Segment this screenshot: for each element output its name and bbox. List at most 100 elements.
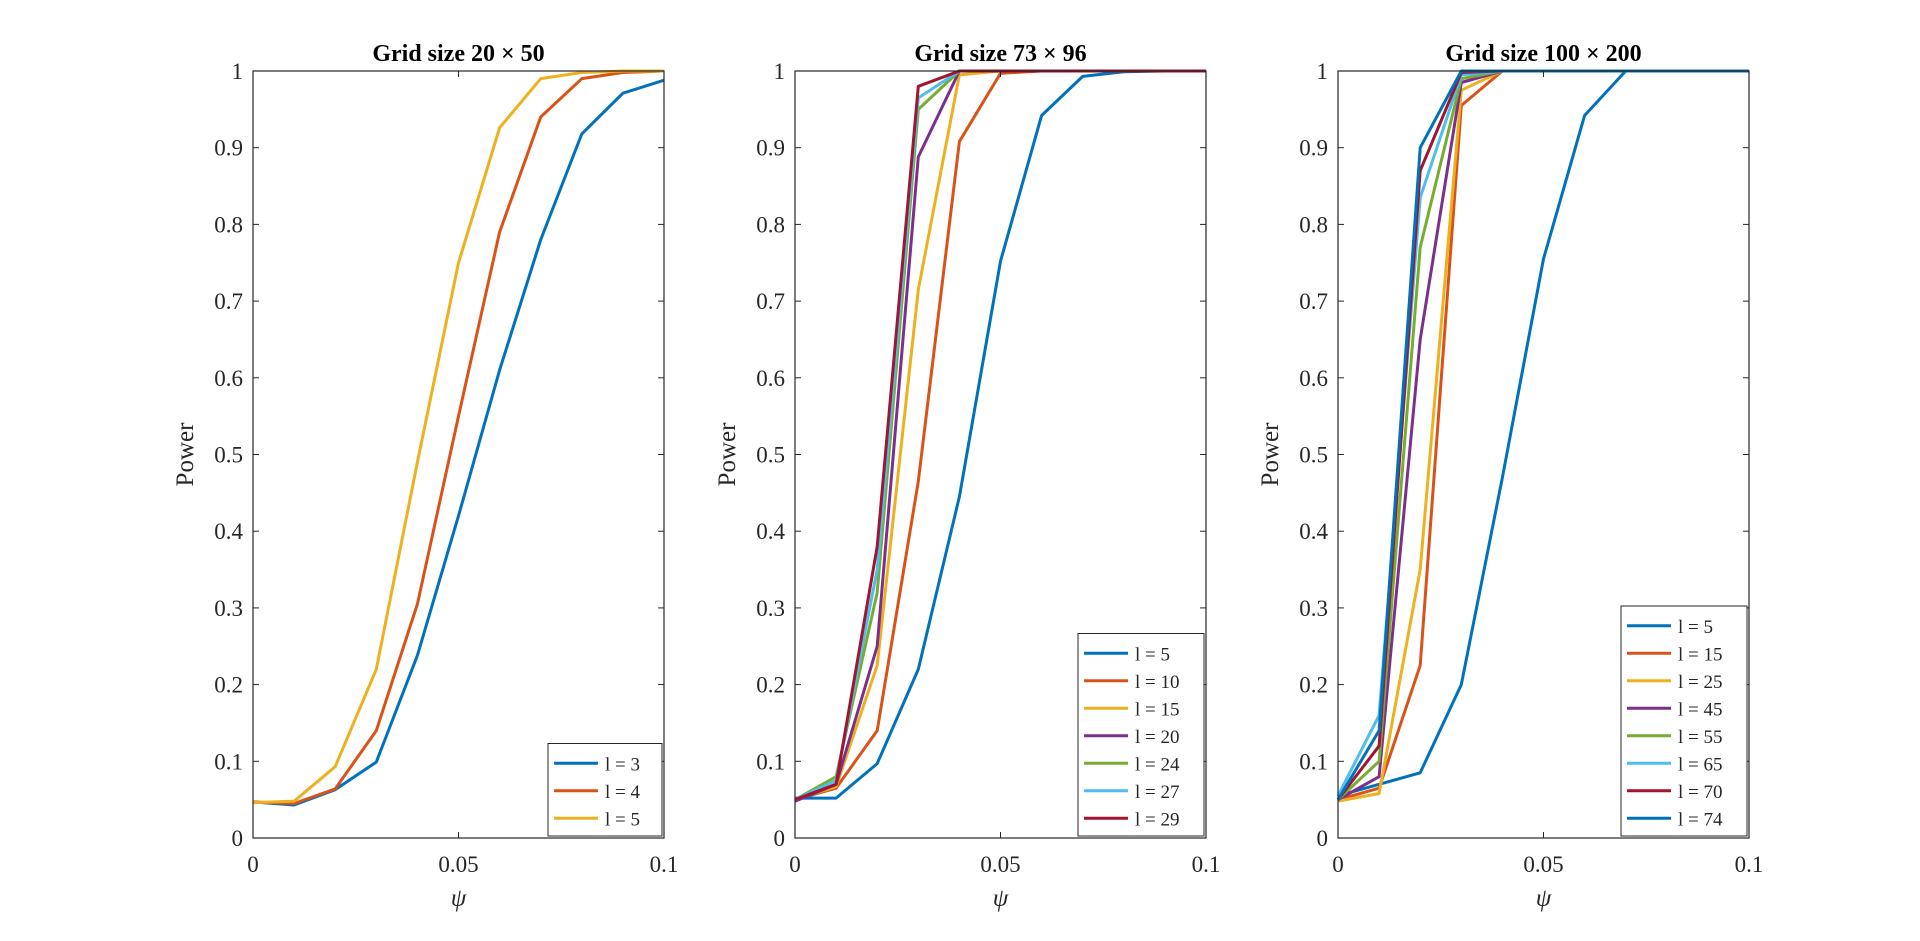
x-ticks: 0 0.05 0.1 (247, 71, 678, 877)
series-line-3 (252, 69, 664, 805)
y-tick-label: 0.1 (214, 749, 243, 774)
y-axis-label: Power (1257, 422, 1284, 487)
legend-item: l = 4 (554, 782, 640, 803)
y-tick-label: 0.5 (214, 443, 243, 468)
legend-item: l = 15 (1627, 644, 1723, 665)
x-tick-label: 0 (789, 852, 801, 877)
y-tick-label: 0.9 (756, 136, 785, 161)
y-tick-label: 0 (1317, 826, 1329, 851)
legend-label: l = 3 (605, 754, 640, 775)
chart-title: Grid size 100 × 200 (1445, 41, 1641, 67)
chart-title: Grid size 73 × 96 (914, 41, 1086, 67)
legend-item: l = 20 (1084, 727, 1180, 748)
y-tick-label: 0.9 (214, 136, 243, 161)
y-tick-label: 0 (774, 826, 786, 851)
y-axis-label: Power (172, 422, 199, 487)
y-tick-label: 0.4 (1299, 519, 1328, 544)
x-tick-label: 0.05 (980, 852, 1020, 877)
y-axis-label: Power (714, 422, 741, 487)
legend-label: l = 27 (1135, 782, 1180, 803)
legend-label: l = 5 (605, 809, 640, 830)
y-tick-label: 1 (1317, 59, 1329, 84)
x-axis-label: ψ (1536, 885, 1552, 912)
legend-box (1620, 605, 1748, 837)
legend-label: l = 4 (605, 782, 640, 803)
y-tick-label: 0.6 (756, 366, 785, 391)
x-tick-label: 0 (1332, 852, 1344, 877)
x-tick-label: 0.1 (1192, 852, 1221, 877)
y-tick-label: 0.6 (1299, 366, 1328, 391)
legend: l = 5 l = 15 l = 25 l = 45 l = 55 l = 65 l = 7… (1620, 605, 1748, 837)
legend-item: l = 5 (1627, 617, 1713, 638)
legend-label: l = 15 (1678, 644, 1723, 665)
legend-item: l = 3 (554, 754, 640, 775)
legend-label: l = 65 (1678, 754, 1723, 775)
legend-label: l = 20 (1135, 727, 1180, 748)
legend-item: l = 65 (1627, 754, 1723, 775)
legend-item: l = 5 (554, 809, 640, 830)
y-tick-label: 0.5 (756, 443, 785, 468)
series-lines (252, 69, 665, 807)
legend-label: l = 5 (1135, 644, 1170, 665)
y-tick-label: 1 (232, 59, 244, 84)
legend-label: l = 10 (1135, 672, 1180, 693)
legend-item: l = 10 (1084, 672, 1180, 693)
y-ticks: 0 0.1 0.2 0.3 0.4 0.5 0.6 0.7 0.8 0.9 1 (756, 59, 1206, 851)
y-tick-label: 0.1 (756, 749, 785, 774)
y-tick-label: 0.3 (756, 596, 785, 621)
y-tick-label: 1 (774, 59, 786, 84)
legend-item: l = 27 (1084, 782, 1180, 803)
legend-item: l = 5 (1084, 644, 1170, 665)
chart-panel-3: 0 0.1 0.2 0.3 0.4 0.5 0.6 0.7 0.8 0.9 1 0 0.05 0.1 Gri… (1257, 41, 1763, 912)
legend: l = 3 l = 4 l = 5 (547, 743, 663, 837)
y-tick-label: 0.3 (214, 596, 243, 621)
legend-item: l = 24 (1084, 754, 1180, 775)
legend-item: l = 15 (1084, 699, 1180, 720)
x-tick-label: 0.05 (1523, 852, 1563, 877)
plot-area (253, 71, 664, 838)
y-tick-label: 0.7 (756, 289, 785, 314)
y-tick-label: 0 (232, 826, 244, 851)
chart-panel-2: 0 0.1 0.2 0.3 0.4 0.5 0.6 0.7 0.8 0.9 1 0 0.05 0.1 Gri… (714, 41, 1220, 912)
legend-label: l = 24 (1135, 754, 1180, 775)
y-ticks: 0 0.1 0.2 0.3 0.4 0.5 0.6 0.7 0.8 0.9 1 (1299, 59, 1749, 851)
y-tick-label: 0.7 (214, 289, 243, 314)
x-tick-label: 0.1 (650, 852, 679, 877)
legend-label: l = 25 (1678, 672, 1723, 693)
legend-label: l = 5 (1678, 617, 1713, 638)
x-axis-label: ψ (993, 885, 1009, 912)
y-tick-label: 0.7 (1299, 289, 1328, 314)
y-tick-label: 0.8 (756, 212, 785, 237)
legend-item: l = 70 (1627, 782, 1723, 803)
legend-label: l = 15 (1135, 699, 1180, 720)
y-tick-label: 0.9 (1299, 136, 1328, 161)
y-tick-label: 0.4 (214, 519, 243, 544)
y-tick-label: 0.6 (214, 366, 243, 391)
legend-item: l = 74 (1627, 809, 1723, 830)
legend-label: l = 70 (1678, 782, 1723, 803)
legend-label: l = 29 (1135, 809, 1180, 830)
chart-panel-1: 0 0.1 0.2 0.3 0.4 0.5 0.6 0.7 0.8 0.9 1 0 0.05 0.1 Gri… (172, 41, 678, 912)
y-tick-label: 0.5 (1299, 443, 1328, 468)
y-tick-label: 0.1 (1299, 749, 1328, 774)
x-axis-label: ψ (451, 885, 467, 912)
chart-title: Grid size 20 × 50 (372, 41, 544, 67)
legend-item: l = 25 (1627, 672, 1723, 693)
y-tick-label: 0.2 (756, 673, 785, 698)
x-ticks: 0 0.05 0.1 (789, 71, 1220, 877)
legend-label: l = 45 (1678, 699, 1723, 720)
y-tick-label: 0.4 (756, 519, 785, 544)
legend-label: l = 74 (1678, 809, 1723, 830)
legend-item: l = 29 (1084, 809, 1180, 830)
legend: l = 5 l = 10 l = 15 l = 20 l = 24 l = 27 l = 2… (1077, 633, 1205, 837)
y-tick-label: 0.2 (214, 673, 243, 698)
y-tick-label: 0.8 (1299, 212, 1328, 237)
x-tick-label: 0.1 (1735, 852, 1764, 877)
x-tick-label: 0.05 (438, 852, 478, 877)
y-tick-label: 0.3 (1299, 596, 1328, 621)
legend-item: l = 55 (1627, 727, 1723, 748)
y-tick-label: 0.2 (1299, 673, 1328, 698)
legend-item: l = 45 (1627, 699, 1723, 720)
